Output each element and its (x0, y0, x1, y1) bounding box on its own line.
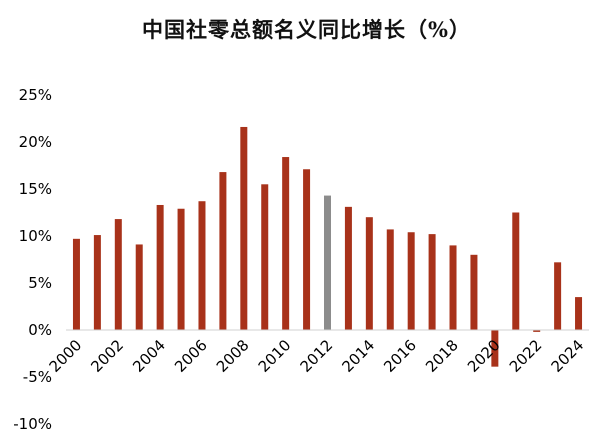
x-tick-label: 2012 (297, 336, 337, 376)
bar-2020 (491, 330, 499, 367)
bar-2013 (344, 206, 352, 330)
y-tick-label: 25% (19, 86, 52, 104)
y-tick-label: -5% (23, 368, 52, 386)
y-tick-label: 0% (28, 321, 52, 339)
x-tick-label: 2008 (213, 336, 253, 376)
bar-2001 (93, 235, 101, 330)
x-tick-label: 2006 (171, 336, 211, 376)
bar-2021 (512, 212, 520, 330)
y-tick-label: -10% (13, 415, 52, 433)
bar-2012 (324, 195, 331, 330)
bar-series (72, 126, 583, 367)
bar-2023 (554, 262, 562, 330)
bar-2018 (449, 245, 457, 330)
bar-2019 (470, 254, 478, 330)
y-axis-labels: -10% -5% 0% 5% 10% 15% 20% 25% (13, 86, 52, 433)
bar-2015 (386, 229, 394, 330)
bar-2016 (407, 232, 415, 330)
bar-2003 (135, 244, 143, 330)
x-tick-label: 2000 (46, 336, 86, 376)
bar-2017 (428, 234, 436, 330)
bar-2022 (533, 330, 541, 332)
x-tick-label: 2024 (548, 336, 588, 376)
y-tick-label: 10% (19, 227, 52, 245)
bar-2006 (198, 201, 206, 330)
bar-2007 (219, 172, 227, 330)
x-tick-label: 2014 (338, 336, 378, 376)
bar-2010 (282, 157, 290, 330)
bar-2024 (575, 297, 583, 330)
chart-title: 中国社零总额名义同比增长（%） (142, 17, 471, 42)
x-tick-label: 2016 (380, 336, 420, 376)
x-tick-label: 2018 (422, 336, 462, 376)
x-tick-label: 2002 (87, 336, 127, 376)
bar-2014 (365, 217, 373, 330)
bar-2005 (177, 208, 185, 330)
x-axis-labels: 2000 2002 2004 2006 2008 2010 2012 2014 2016 2018… (46, 336, 588, 376)
y-tick-label: 20% (19, 133, 52, 151)
x-tick-label: 2004 (129, 336, 169, 376)
bar-2000 (72, 238, 80, 330)
x-tick-label: 2010 (255, 336, 295, 376)
bar-2004 (156, 204, 164, 330)
bar-2009 (261, 184, 269, 330)
bar-2002 (114, 219, 122, 330)
bar-2011 (303, 169, 311, 330)
y-tick-label: 15% (19, 180, 52, 198)
bar-2008 (240, 126, 248, 331)
x-tick-label: 2022 (506, 336, 546, 376)
y-tick-label: 5% (28, 274, 52, 292)
